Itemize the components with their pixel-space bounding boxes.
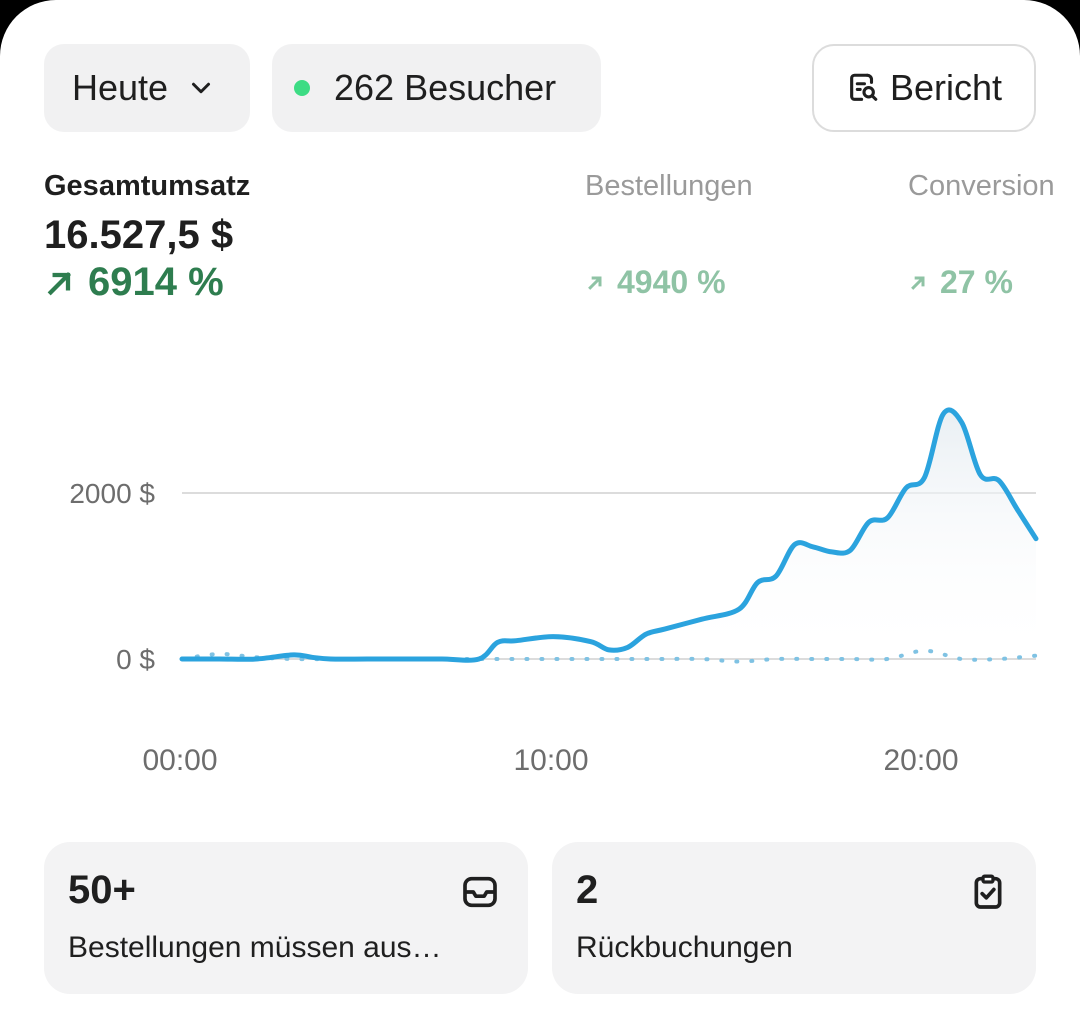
revenue-label: Gesamtumsatz — [44, 170, 251, 202]
tile-text: Bestellungen müssen aus… — [68, 931, 442, 964]
arrow-up-right-icon — [911, 276, 925, 290]
revenue-line-chart: 2000 $ 0 $ 00:00 10:00 20:00 — [69, 407, 1039, 777]
x-tick-label: 00:00 — [142, 744, 217, 777]
live-visitors-button[interactable]: 262 Besucher — [272, 44, 601, 132]
orders-label: Bestellungen — [585, 170, 753, 202]
metric-total-revenue[interactable]: Gesamtumsatz 16.527,5 $ 6914 % — [44, 170, 250, 305]
inbox-icon — [463, 876, 497, 908]
arrow-up-right-icon — [588, 276, 602, 290]
revenue-change: 6914 % — [44, 260, 250, 305]
clipboard-check-icon — [974, 874, 1002, 909]
live-status-dot — [294, 80, 310, 96]
chevron-down-icon — [192, 82, 211, 94]
period-dropdown[interactable]: Heute — [44, 44, 250, 132]
conversion-change: 27 % — [908, 264, 1013, 301]
chargebacks-tile[interactable]: 2 Rückbuchungen — [552, 842, 1036, 994]
tile-number: 2 — [576, 868, 599, 912]
revenue-change-value: 6914 % — [88, 260, 224, 304]
revenue-value: 16.527,5 $ — [44, 213, 234, 257]
tile-number: 50+ — [68, 868, 136, 912]
y-tick-label: 2000 $ — [69, 478, 155, 509]
report-label: Bericht — [889, 67, 1003, 108]
orders-to-fulfill-tile[interactable]: 50+ Bestellungen müssen aus… — [44, 842, 528, 994]
arrow-up-right-icon — [47, 271, 72, 295]
orders-change-value: 4940 % — [617, 264, 726, 300]
conversion-change-value: 27 % — [940, 264, 1013, 300]
x-tick-label: 20:00 — [883, 744, 958, 777]
metric-conversion[interactable]: Conversion — [908, 170, 1055, 203]
report-button[interactable]: Bericht — [812, 44, 1036, 132]
y-tick-label: 0 $ — [116, 644, 155, 675]
conversion-label: Conversion — [908, 170, 1055, 202]
revenue-area-fill — [182, 409, 1036, 661]
period-label: Heute — [72, 67, 169, 108]
tile-text: Rückbuchungen — [576, 931, 793, 964]
visitors-label: 262 Besucher — [334, 67, 557, 108]
revenue-series-line — [179, 407, 1039, 663]
report-search-icon — [850, 73, 878, 101]
metric-orders[interactable]: Bestellungen — [585, 170, 753, 203]
x-tick-label: 10:00 — [513, 744, 588, 777]
orders-change: 4940 % — [585, 264, 726, 301]
